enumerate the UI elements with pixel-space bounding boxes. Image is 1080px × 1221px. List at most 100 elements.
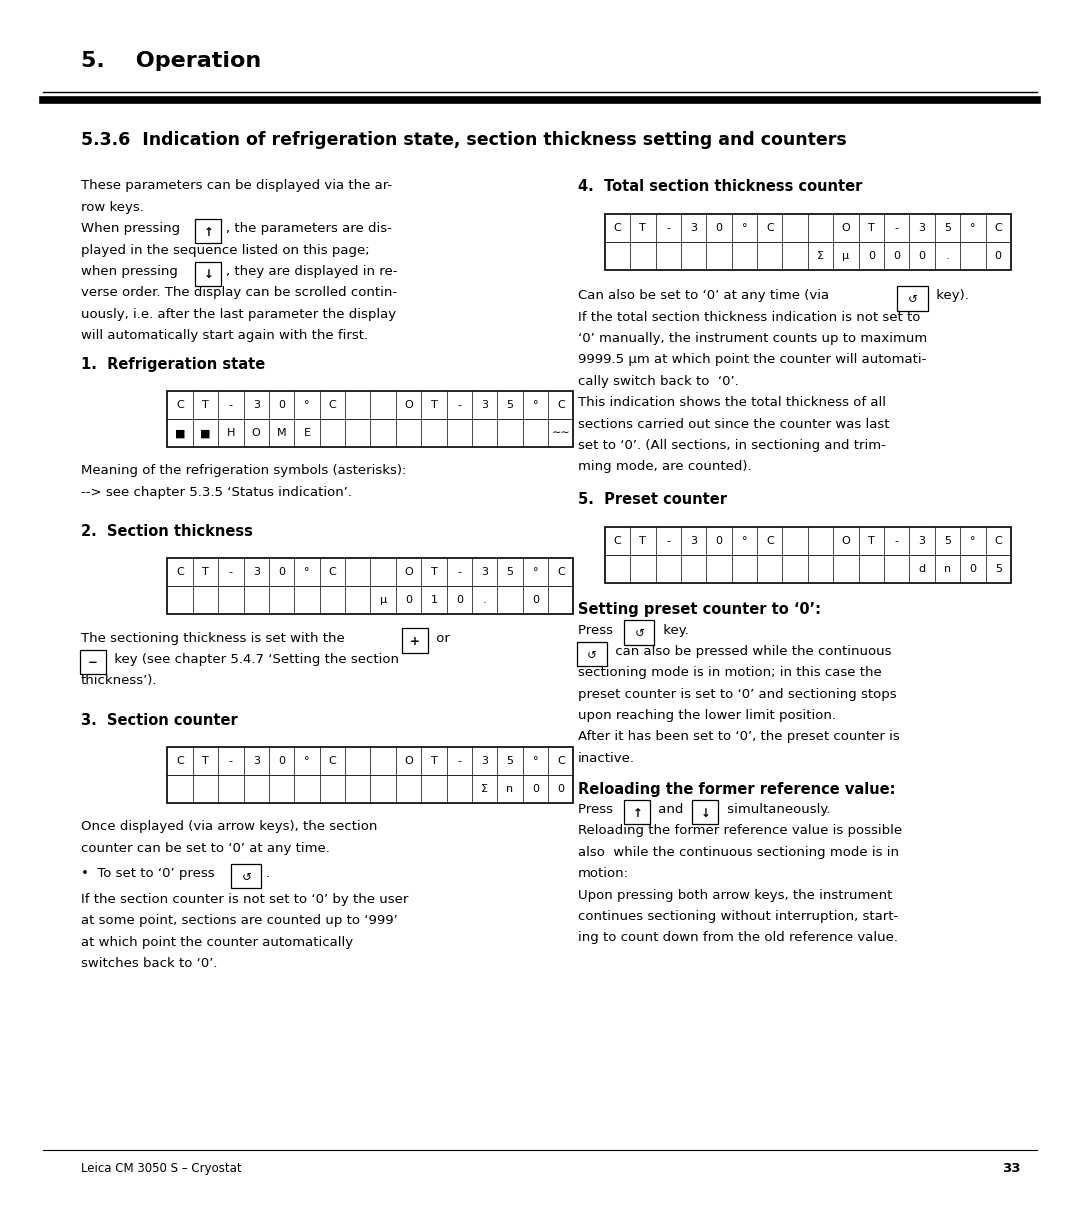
Text: 5: 5 [507, 568, 513, 578]
Text: M: M [276, 429, 286, 438]
Text: +: + [409, 635, 420, 648]
Text: C: C [995, 222, 1002, 233]
Text: row keys.: row keys. [81, 201, 144, 214]
Text: -: - [666, 222, 671, 233]
Text: when pressing: when pressing [81, 265, 183, 278]
Text: 5.3.6  Indication of refrigeration state, section thickness setting and counters: 5.3.6 Indication of refrigeration state,… [81, 131, 847, 149]
Text: ming mode, are counted).: ming mode, are counted). [578, 460, 752, 474]
Text: motion:: motion: [578, 867, 629, 880]
Text: switches back to ‘0’.: switches back to ‘0’. [81, 957, 217, 969]
Text: upon reaching the lower limit position.: upon reaching the lower limit position. [578, 709, 836, 722]
Text: 3: 3 [482, 756, 488, 766]
Text: inactive.: inactive. [578, 752, 635, 764]
Text: .: . [483, 596, 486, 606]
Text: 5: 5 [944, 222, 950, 233]
Text: O: O [841, 536, 850, 546]
Text: and: and [654, 803, 688, 816]
Text: T: T [639, 222, 646, 233]
Text: preset counter is set to ‘0’ and sectioning stops: preset counter is set to ‘0’ and section… [578, 687, 896, 701]
Text: °: ° [532, 568, 538, 578]
FancyBboxPatch shape [80, 650, 106, 674]
Text: Press: Press [578, 624, 617, 636]
Text: will automatically start again with the first.: will automatically start again with the … [81, 328, 368, 342]
Text: cally switch back to  ‘0’.: cally switch back to ‘0’. [578, 375, 739, 388]
Text: After it has been set to ‘0’, the preset counter is: After it has been set to ‘0’, the preset… [578, 730, 900, 744]
Text: 0: 0 [557, 784, 564, 794]
Text: verse order. The display can be scrolled contin-: verse order. The display can be scrolled… [81, 286, 397, 299]
Text: 0: 0 [405, 596, 411, 606]
Text: 1.  Refrigeration state: 1. Refrigeration state [81, 357, 266, 372]
Text: C: C [557, 756, 565, 766]
Text: °: ° [970, 536, 975, 546]
Text: 3: 3 [690, 222, 697, 233]
Text: T: T [639, 536, 646, 546]
Text: Σ: Σ [818, 250, 824, 261]
Text: at some point, sections are counted up to ‘999’: at some point, sections are counted up t… [81, 915, 397, 927]
Text: ↓: ↓ [700, 807, 711, 819]
Text: C: C [613, 222, 621, 233]
Text: sections carried out since the counter was last: sections carried out since the counter w… [578, 418, 889, 431]
Text: ↓: ↓ [203, 269, 214, 282]
FancyBboxPatch shape [624, 620, 654, 645]
Text: °: ° [532, 400, 538, 410]
Text: 5.  Preset counter: 5. Preset counter [578, 492, 727, 508]
Bar [167, 391, 573, 447]
Text: °: ° [742, 536, 747, 546]
Text: -: - [457, 400, 461, 410]
Text: .: . [946, 250, 949, 261]
Text: °: ° [305, 756, 310, 766]
Text: Reloading the former reference value is possible: Reloading the former reference value is … [578, 824, 902, 838]
Text: −: − [87, 657, 98, 669]
Text: , the parameters are dis-: , the parameters are dis- [226, 222, 392, 236]
Text: 0: 0 [716, 222, 723, 233]
Text: H: H [227, 429, 235, 438]
Text: at which point the counter automatically: at which point the counter automatically [81, 935, 353, 949]
Text: C: C [328, 568, 336, 578]
Text: 5.    Operation: 5. Operation [81, 51, 261, 71]
Text: 3: 3 [919, 222, 926, 233]
Text: , they are displayed in re-: , they are displayed in re- [226, 265, 397, 278]
Text: Once displayed (via arrow keys), the section: Once displayed (via arrow keys), the sec… [81, 821, 377, 833]
Text: ■: ■ [175, 429, 186, 438]
Text: ■: ■ [200, 429, 211, 438]
FancyBboxPatch shape [624, 800, 650, 824]
FancyBboxPatch shape [692, 800, 718, 824]
Text: 0: 0 [456, 596, 462, 606]
Text: -: - [457, 568, 461, 578]
Bar [605, 526, 1011, 582]
Text: 4.  Total section thickness counter: 4. Total section thickness counter [578, 179, 862, 194]
Text: 0: 0 [532, 784, 539, 794]
Text: C: C [557, 400, 565, 410]
Text: thickness’).: thickness’). [81, 674, 158, 687]
Text: -: - [894, 222, 899, 233]
Text: O: O [841, 222, 850, 233]
Text: μ: μ [842, 250, 850, 261]
Text: 0: 0 [995, 250, 1001, 261]
Text: 9999.5 μm at which point the counter will automati-: 9999.5 μm at which point the counter wil… [578, 354, 927, 366]
Text: C: C [766, 536, 773, 546]
Text: Reloading the former reference value:: Reloading the former reference value: [578, 781, 895, 797]
Text: ∼∼: ∼∼ [552, 429, 570, 438]
Text: 3: 3 [253, 568, 259, 578]
Text: C: C [613, 536, 621, 546]
Text: C: C [995, 536, 1002, 546]
Text: 5: 5 [507, 400, 513, 410]
Text: played in the sequence listed on this page;: played in the sequence listed on this pa… [81, 244, 369, 256]
Text: T: T [431, 400, 437, 410]
Text: T: T [202, 568, 208, 578]
Text: key (see chapter 5.4.7 ‘Setting the section: key (see chapter 5.4.7 ‘Setting the sect… [110, 653, 400, 665]
Text: 5: 5 [995, 564, 1001, 574]
Text: 0: 0 [970, 564, 976, 574]
Text: μ: μ [379, 596, 387, 606]
Text: C: C [176, 568, 184, 578]
Text: 0: 0 [279, 756, 285, 766]
Text: •  To set to ‘0’ press: • To set to ‘0’ press [81, 867, 219, 880]
Text: --> see chapter 5.3.5 ‘Status indication’.: --> see chapter 5.3.5 ‘Status indication… [81, 486, 352, 498]
Text: °: ° [742, 222, 747, 233]
Text: ing to count down from the old reference value.: ing to count down from the old reference… [578, 932, 897, 944]
Text: 0: 0 [716, 536, 723, 546]
Text: °: ° [305, 400, 310, 410]
Text: Leica CM 3050 S – Cryostat: Leica CM 3050 S – Cryostat [81, 1162, 242, 1176]
Text: O: O [252, 429, 260, 438]
Text: °: ° [970, 222, 975, 233]
